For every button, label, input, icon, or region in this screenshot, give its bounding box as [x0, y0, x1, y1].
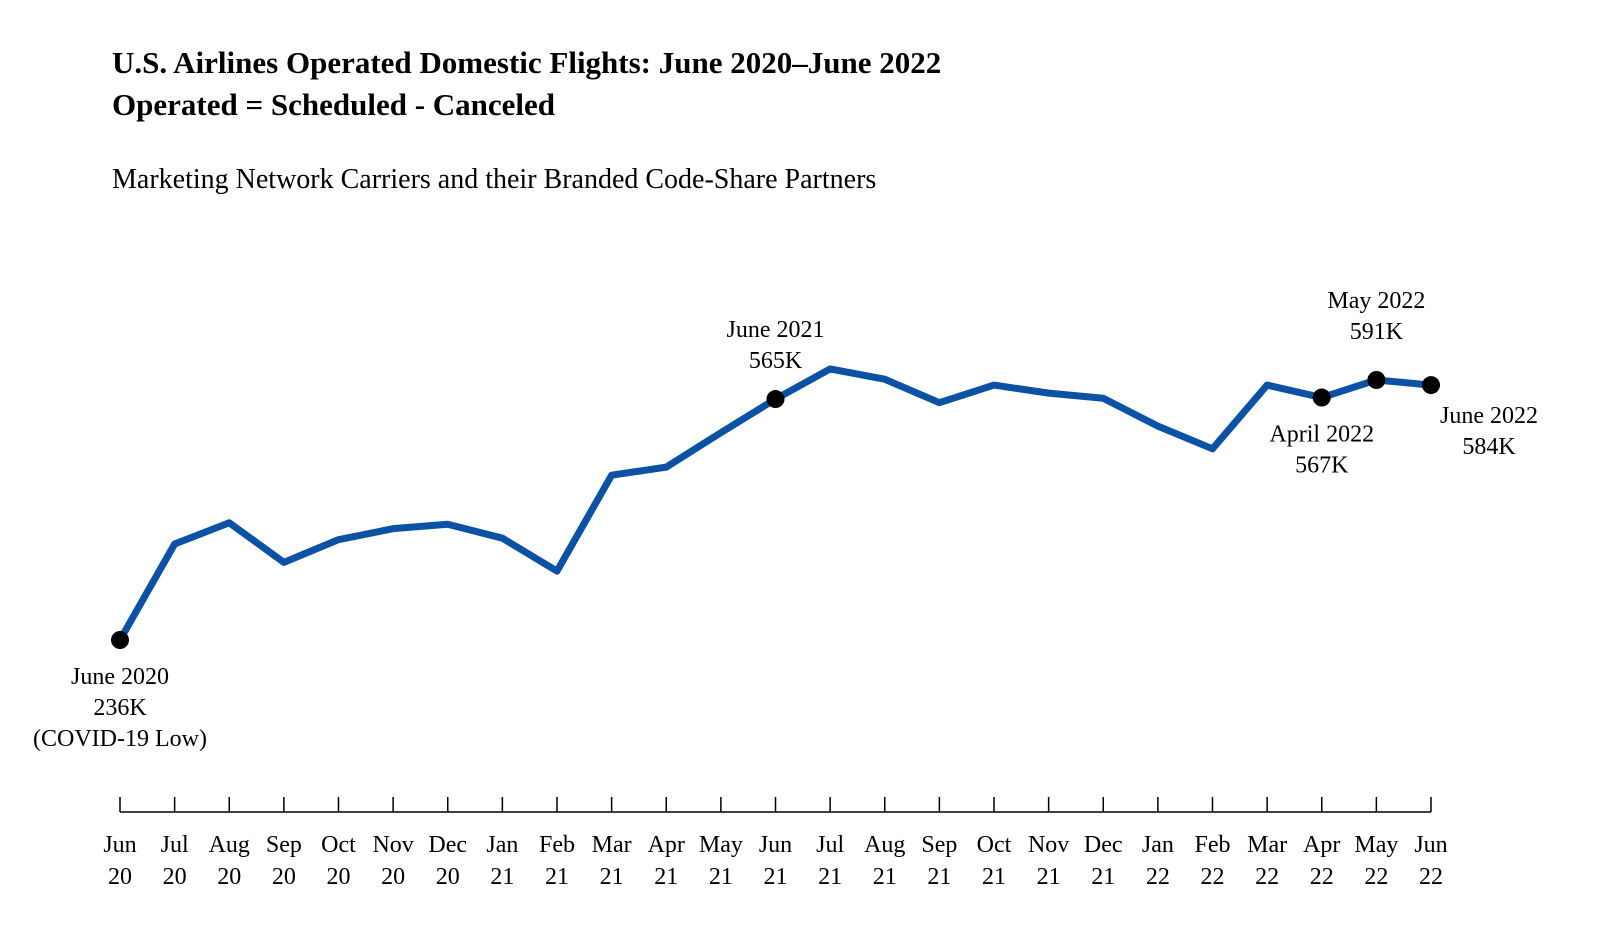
- x-tick-label: Oct: [977, 832, 1012, 858]
- x-tick-label-year: 20: [108, 864, 132, 890]
- x-tick-label-year: 21: [490, 864, 514, 890]
- x-tick-label-year: 20: [381, 864, 405, 890]
- x-tick-label-year: 21: [709, 864, 733, 890]
- data-point-marker: [1422, 376, 1440, 395]
- x-tick-label: Nov: [1028, 832, 1069, 858]
- data-label: April 2022: [1269, 422, 1374, 448]
- x-tick-label: Jun: [103, 832, 136, 858]
- x-tick-label: Jan: [1142, 832, 1174, 858]
- x-tick-label: Mar: [592, 832, 632, 858]
- x-tick-label: Jul: [816, 832, 844, 858]
- x-tick-label: Nov: [372, 832, 413, 858]
- x-tick-label-year: 22: [1310, 864, 1334, 890]
- x-tick-label-year: 22: [1146, 864, 1170, 890]
- x-tick-label-year: 22: [1364, 864, 1388, 890]
- x-tick-label-year: 20: [272, 864, 296, 890]
- x-tick-label-year: 20: [163, 864, 187, 890]
- x-tick-label-year: 22: [1255, 864, 1279, 890]
- x-tick-label-year: 21: [1091, 864, 1115, 890]
- data-point-marker: [1367, 370, 1386, 389]
- chart-subtitle: Marketing Network Carriers and their Bra…: [112, 164, 877, 195]
- x-tick-label-year: 21: [764, 864, 788, 890]
- x-tick-label: Apr: [1303, 832, 1340, 858]
- data-label: (COVID-19 Low): [33, 726, 207, 752]
- x-tick-label: Jun: [1414, 832, 1447, 858]
- x-tick-label-year: 21: [873, 864, 897, 890]
- x-tick-label: Sep: [266, 832, 302, 858]
- x-tick-label: May: [1354, 832, 1398, 858]
- x-tick-label: Feb: [539, 832, 575, 858]
- data-label: May 2022: [1327, 288, 1425, 314]
- x-tick-label: Aug: [209, 832, 250, 858]
- x-tick-label: May: [699, 832, 743, 858]
- x-tick-label: Sep: [921, 832, 957, 858]
- x-tick-label: Dec: [428, 832, 467, 858]
- x-tick-label-year: 21: [654, 864, 678, 890]
- x-tick-label-year: 21: [545, 864, 569, 890]
- x-tick-label: Dec: [1084, 832, 1123, 858]
- x-tick-label: Jul: [161, 832, 189, 858]
- x-tick-label: Feb: [1195, 832, 1231, 858]
- data-point-marker: [766, 390, 785, 409]
- x-tick-label-year: 20: [217, 864, 241, 890]
- data-point-marker: [111, 631, 129, 649]
- data-label: 236K: [93, 695, 147, 721]
- chart-title: U.S. Airlines Operated Domestic Flights:…: [112, 45, 942, 80]
- data-label: June 2021: [727, 317, 825, 343]
- data-label: 567K: [1295, 453, 1349, 479]
- data-label: 591K: [1350, 319, 1404, 345]
- x-tick-label: Jun: [759, 832, 792, 858]
- data-label: 565K: [749, 348, 803, 374]
- x-tick-label-year: 22: [1419, 864, 1443, 890]
- data-point-marker: [1312, 388, 1331, 407]
- data-label: 584K: [1462, 434, 1516, 460]
- series-line: [116, 365, 1432, 642]
- x-tick-label: Jan: [486, 832, 518, 858]
- x-tick-label-year: 20: [436, 864, 460, 890]
- x-tick-label: Apr: [648, 832, 685, 858]
- x-tick-label: Aug: [864, 832, 905, 858]
- chart-title-line2: Operated = Scheduled - Canceled: [112, 87, 556, 122]
- x-tick-label-year: 21: [818, 864, 842, 890]
- x-tick-label: Mar: [1247, 832, 1287, 858]
- x-tick-label-year: 21: [927, 864, 951, 890]
- x-tick-label-year: 22: [1201, 864, 1225, 890]
- data-label: June 2020: [71, 664, 169, 690]
- x-tick-label-year: 21: [982, 864, 1006, 890]
- x-tick-label-year: 20: [327, 864, 351, 890]
- x-tick-label: Oct: [321, 832, 356, 858]
- data-label: June 2022: [1440, 403, 1538, 429]
- x-tick-label-year: 21: [1037, 864, 1061, 890]
- x-tick-label-year: 21: [600, 864, 624, 890]
